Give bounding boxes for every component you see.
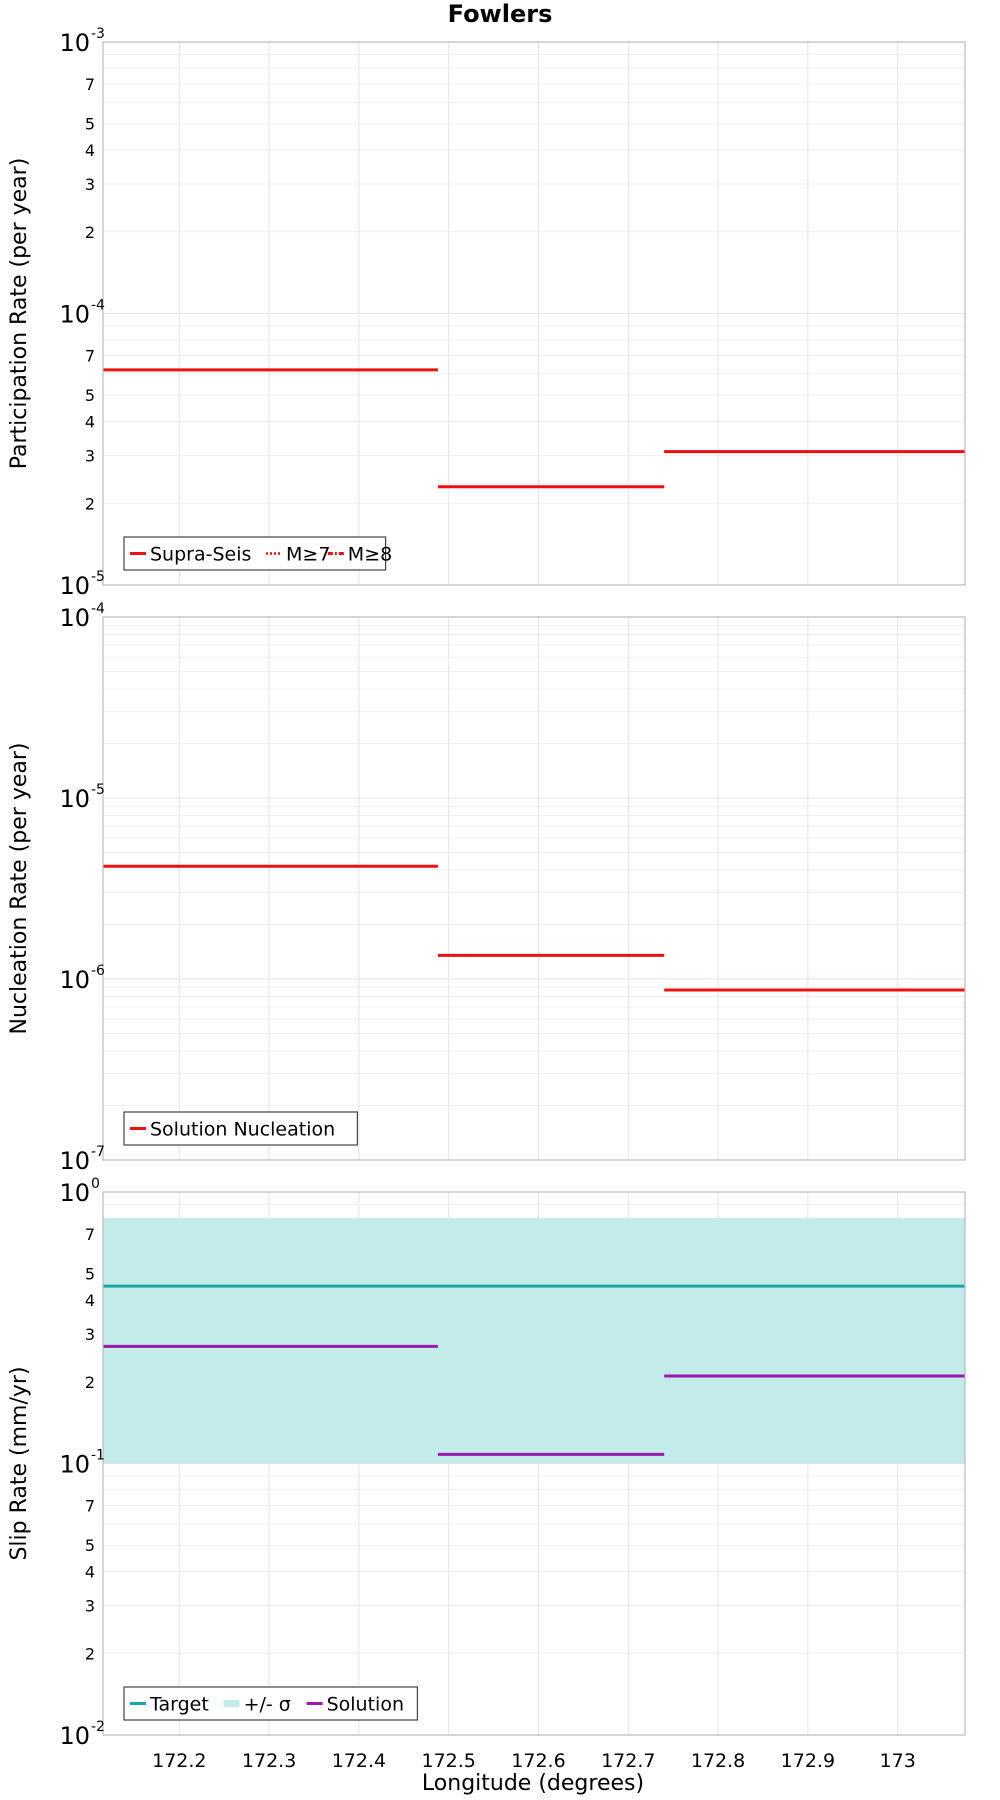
slip-y-minor-tick-label: 7: [85, 1497, 95, 1516]
slip-y-minor-tick-label: 3: [85, 1325, 95, 1344]
chart-canvas: Fowlers Longitude (degrees) 10-510-410-3…: [0, 0, 1000, 1800]
slip-y-major-tick-label: 10: [59, 1451, 90, 1479]
slip-y-minor-tick-label: 3: [85, 1596, 95, 1615]
chart-title: Fowlers: [448, 0, 553, 28]
slip-y-tick-exponent: 0: [91, 1176, 100, 1192]
slip-y-minor-tick-label: 5: [85, 1265, 95, 1284]
slip-y-minor-tick-label: 7: [85, 1225, 95, 1244]
sigma-band: [103, 1218, 965, 1463]
nucleation-y-major-tick-label: 10: [59, 966, 90, 994]
x-tick-label: 172.4: [332, 1750, 386, 1772]
x-axis-label: Longitude (degrees): [422, 1771, 644, 1796]
participation-y-major-tick-label: 10: [59, 301, 90, 329]
nucleation-y-tick-exponent: -6: [91, 963, 105, 979]
nucleation-legend-label: Solution Nucleation: [150, 1119, 335, 1141]
slip-legend-label: +/- σ: [244, 1694, 291, 1716]
slip-legend: Target +/- σ Solution: [124, 1687, 417, 1720]
slip-y-minor-tick-label: 2: [85, 1373, 95, 1392]
x-tick-label: 172.3: [242, 1750, 296, 1772]
participation-y-tick-exponent: -5: [91, 569, 105, 585]
participation-y-minor-tick-label: 4: [85, 413, 95, 432]
participation-y-minor-tick-label: 7: [85, 75, 95, 94]
participation-y-minor-tick-label: 5: [85, 115, 95, 134]
x-tick-label: 172.8: [691, 1750, 745, 1772]
slip-y-tick-exponent: -2: [91, 1719, 105, 1735]
nucleation-y-major-tick-label: 10: [59, 785, 90, 813]
participation-y-minor-tick-label: 2: [85, 494, 95, 513]
slip-y-major-tick-label: 10: [59, 1179, 90, 1207]
participation-y-minor-tick-label: 5: [85, 386, 95, 405]
x-tick-label: 172.9: [781, 1750, 835, 1772]
slip-y-axis-label: Slip Rate (mm/yr): [7, 1366, 32, 1560]
participation-y-minor-tick-label: 3: [85, 446, 95, 465]
nucleation-y-axis-label: Nucleation Rate (per year): [7, 743, 32, 1035]
nucleation-y-tick-exponent: -5: [91, 782, 105, 798]
slip-y-tick-exponent: -1: [91, 1448, 105, 1464]
x-tick-label: 172.6: [511, 1750, 565, 1772]
x-tick-label: 172.7: [601, 1750, 655, 1772]
nucleation-plot-area: [103, 617, 965, 1160]
participation-y-major-tick-label: 10: [59, 572, 90, 600]
slip-legend-label: Solution: [327, 1694, 404, 1716]
slip-y-major-tick-label: 10: [59, 1722, 90, 1750]
participation-legend: Supra-Seis M≥7 M≥8: [124, 537, 392, 570]
participation-y-axis-label: Participation Rate (per year): [7, 158, 32, 470]
slip-y-minor-tick-label: 4: [85, 1291, 95, 1310]
participation-legend-label: M≥7: [286, 544, 330, 566]
nucleation-y-tick-exponent: -4: [91, 601, 105, 617]
participation-y-minor-tick-label: 2: [85, 223, 95, 242]
nucleation-y-tick-exponent: -7: [91, 1144, 105, 1160]
x-tick-label: 172.5: [421, 1750, 475, 1772]
nucleation-y-major-tick-label: 10: [59, 1147, 90, 1175]
participation-y-tick-exponent: -3: [91, 26, 105, 42]
participation-y-major-tick-label: 10: [59, 29, 90, 57]
slip-y-minor-tick-label: 5: [85, 1536, 95, 1555]
nucleation-y-major-tick-label: 10: [59, 604, 90, 632]
participation-y-minor-tick-label: 3: [85, 175, 95, 194]
slip-y-minor-tick-label: 4: [85, 1563, 95, 1582]
slip-y-minor-tick-label: 2: [85, 1644, 95, 1663]
participation-legend-label: Supra-Seis: [150, 544, 251, 566]
x-tick-label: 172.2: [152, 1750, 206, 1772]
slip-legend-label: Target: [149, 1694, 209, 1716]
x-tick-label: 173: [880, 1750, 916, 1772]
nucleation-legend: Solution Nucleation: [124, 1112, 357, 1145]
chart-figure: Fowlers Longitude (degrees) 10 -5 10 -4 10 -3…: [0, 0, 1000, 1800]
participation-y-minor-tick-label: 7: [85, 347, 95, 366]
participation-y-tick-exponent: -4: [91, 298, 105, 314]
participation-y-minor-tick-label: 4: [85, 141, 95, 160]
participation-legend-label: M≥8: [348, 544, 392, 566]
